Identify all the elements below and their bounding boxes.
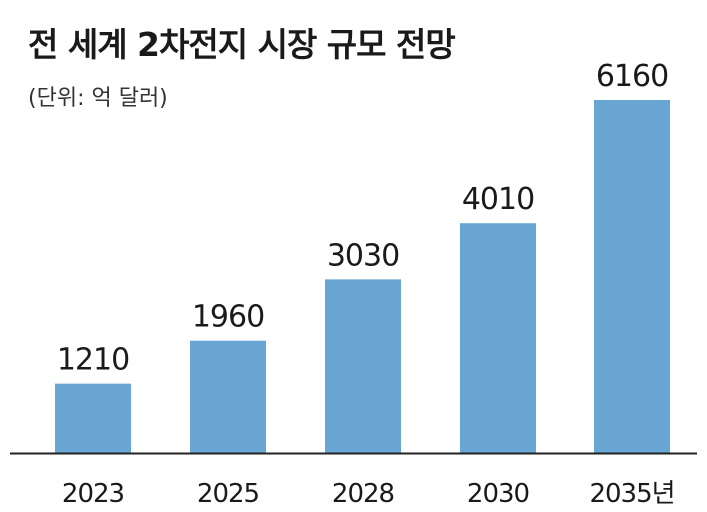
bar-2028 [325,279,401,453]
x-tick-label: 2028 [332,479,394,509]
bar-2023 [55,383,131,453]
bar-value-label: 4010 [462,182,534,217]
x-tick-label: 2023 [62,479,124,509]
bar-value-label: 1210 [57,343,129,378]
chart-unit-subtitle: (단위: 억 달러) [28,86,168,111]
x-tick-label: 2025 [197,479,259,509]
bar-2025 [190,340,266,453]
bar-value-label: 6160 [596,59,668,94]
bar-value-label: 1960 [192,300,264,335]
chart-title: 전 세계 2차전지 시장 규모 전망 [28,25,456,64]
bar-2035년 [594,100,670,453]
x-tick-label: 2030 [467,479,529,509]
x-tick-label: 2035년 [589,479,674,509]
bar-value-label: 3030 [327,238,399,273]
bar-2030 [460,223,536,453]
